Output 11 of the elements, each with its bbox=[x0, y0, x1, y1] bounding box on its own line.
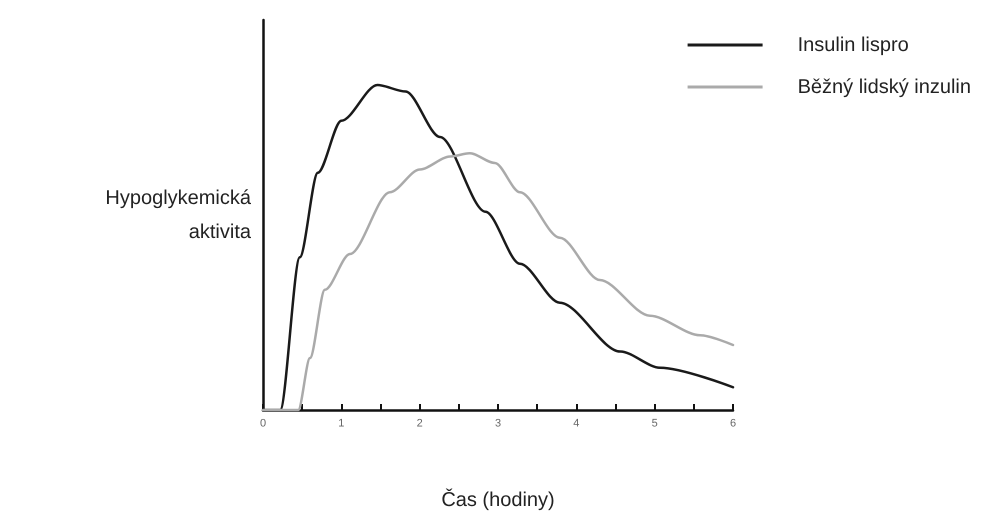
x-tick-label: 2 bbox=[416, 418, 423, 430]
x-axis-title: Čas (hodiny) bbox=[441, 488, 555, 511]
x-tick-label: 1 bbox=[338, 418, 344, 430]
x-tick-label: 0 bbox=[260, 418, 266, 430]
x-tick-label: 3 bbox=[494, 418, 502, 430]
x-tick-label: 5 bbox=[652, 418, 658, 430]
legend-label: Insulin lispro bbox=[798, 34, 909, 56]
x-tick-label: 6 bbox=[730, 418, 736, 430]
y-axis-title: Hypoglykemická aktivita bbox=[105, 187, 252, 243]
legend-label: Běžný lidský inzulin bbox=[798, 76, 972, 98]
x-tick-label: 4 bbox=[573, 418, 580, 430]
